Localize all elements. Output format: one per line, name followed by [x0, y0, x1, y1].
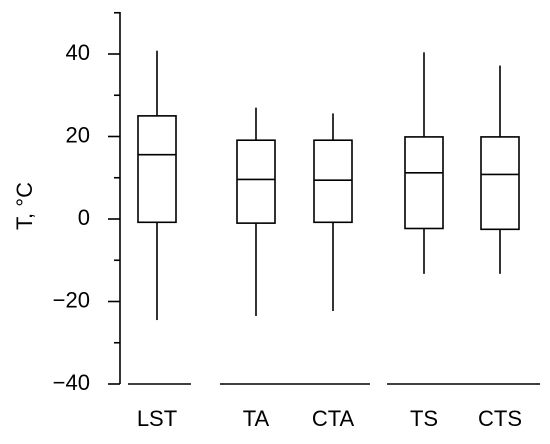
- category-label-ta: TA: [243, 406, 270, 431]
- box-ta: [236, 107, 276, 316]
- box-cts: [480, 65, 520, 274]
- category-label-cta: CTA: [312, 406, 355, 431]
- y-tick-label: 0: [78, 205, 90, 230]
- y-tick-label: −20: [53, 287, 90, 312]
- iqr-box: [404, 136, 444, 230]
- category-labels: LST TA CTA TS CTS: [137, 406, 522, 431]
- y-tick-label: 20: [66, 122, 90, 147]
- iqr-box: [137, 115, 177, 224]
- box-cta: [313, 113, 353, 311]
- y-axis-title: T, °C: [12, 182, 37, 230]
- y-tick-label: 40: [66, 40, 90, 65]
- category-label-cts: CTS: [478, 406, 522, 431]
- box-ts: [404, 52, 444, 274]
- y-tick-label: −40: [53, 370, 90, 395]
- category-label-lst: LST: [137, 406, 177, 431]
- box-lst: [137, 50, 177, 321]
- boxes: [137, 50, 520, 321]
- category-label-ts: TS: [410, 406, 438, 431]
- iqr-box: [236, 139, 276, 224]
- iqr-box: [480, 136, 520, 231]
- iqr-box: [313, 139, 353, 224]
- y-axis: −40 −20 0 20 40: [53, 11, 121, 395]
